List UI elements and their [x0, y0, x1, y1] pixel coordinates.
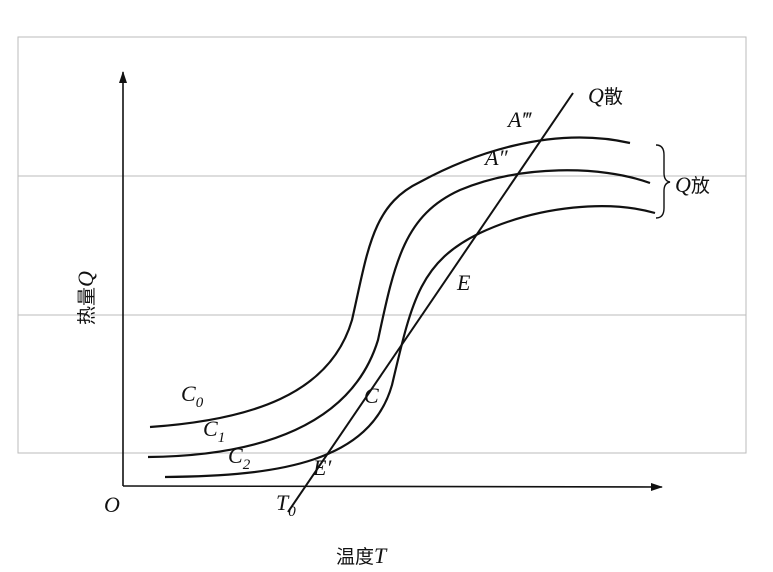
label-main: Q: [588, 83, 604, 108]
label-main: C: [203, 416, 218, 441]
q-san-label: Q散: [588, 83, 623, 108]
t0-label: T0: [276, 490, 296, 520]
point-label: C: [364, 383, 379, 408]
label-sub: 0: [288, 504, 296, 520]
q-fang-label: Q放: [675, 172, 710, 197]
curve-c2: [164, 205, 656, 479]
x-axis-label: 温度T: [336, 543, 388, 568]
origin-label: O: [104, 492, 120, 517]
frame-box: [17, 36, 747, 454]
point-label: E′: [312, 455, 332, 480]
label-sub: 1: [218, 430, 226, 446]
curve-c0: [149, 136, 631, 429]
label-var: Q: [73, 271, 98, 287]
label-sub: 散: [604, 86, 623, 108]
label-sub: 0: [196, 395, 204, 411]
curve-label: C2: [228, 443, 251, 473]
curve-label: C0: [181, 381, 204, 411]
y-axis-label: 热量Q: [73, 271, 98, 325]
label-sub: 放: [691, 175, 710, 197]
point-label: A‴: [506, 107, 532, 132]
label-text: 热量: [76, 287, 98, 325]
brace: [655, 144, 671, 219]
label-var: T: [374, 543, 388, 568]
curve-label: C1: [203, 416, 225, 446]
curve-c1: [147, 169, 651, 459]
label-text: 温度: [336, 546, 374, 568]
point-label: A″: [483, 145, 508, 170]
label-main: Q: [675, 172, 691, 197]
label-sub: 2: [243, 457, 251, 473]
label-main: T: [276, 490, 290, 515]
point-label: E: [456, 270, 471, 295]
heat-loss-line: [287, 92, 574, 513]
label-main: C: [181, 381, 196, 406]
background-frame: [17, 36, 747, 454]
x-axis: [122, 482, 663, 491]
label-main: C: [228, 443, 243, 468]
